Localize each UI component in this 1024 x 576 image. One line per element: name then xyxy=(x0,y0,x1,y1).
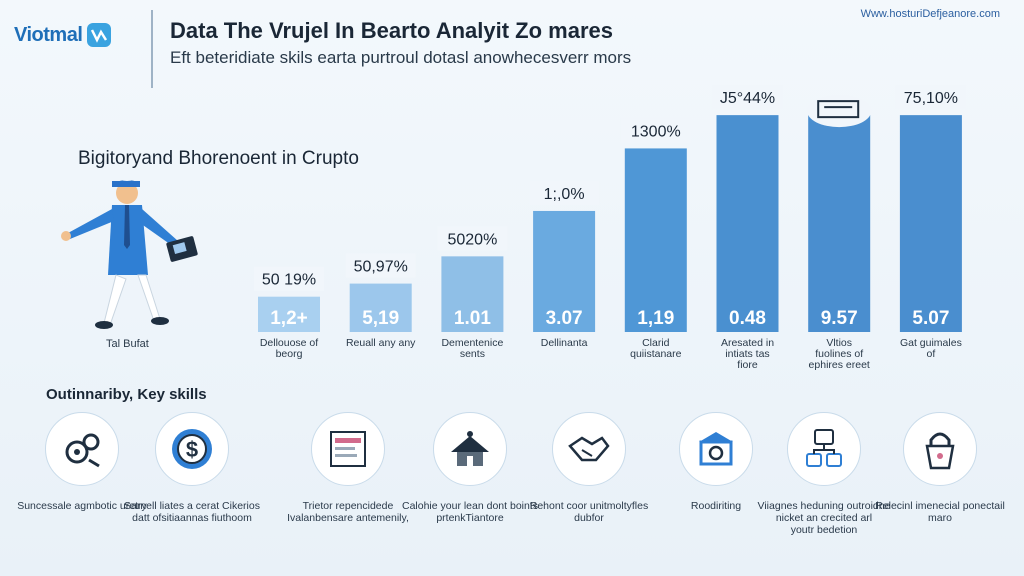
skill-icon-circle-2: $ xyxy=(155,412,229,486)
skill-label-6: Roodiriting xyxy=(690,500,742,512)
bar-inner-label-8: 5.07 xyxy=(912,308,949,329)
skill-label-7: Viiagnes heduning outroidne nicket an cr… xyxy=(757,500,891,536)
document-icon xyxy=(330,431,366,467)
lock-icon xyxy=(925,432,955,470)
bar-value-bg-3 xyxy=(437,226,508,251)
category-label-7: Vltios fuolines of ephires ereet xyxy=(809,337,870,371)
bar-4 xyxy=(533,210,596,332)
page-subtitle: Eft beteridiate skils earta purtroul dot… xyxy=(170,48,632,67)
bar-value-label-8: 75,10% xyxy=(904,90,958,107)
skill-label-2: Sarnell liates a cerat Cikerios datt ofs… xyxy=(124,500,260,524)
logo-mark-icon xyxy=(87,23,112,47)
figure-label: Tal Bufat xyxy=(106,338,149,350)
skills-heading: Outinnariby, Key skills xyxy=(46,386,207,403)
dollar-icon: $ xyxy=(172,429,212,469)
bar-6 xyxy=(716,115,779,332)
skill-label-4: Calohie your lean dont boints prtenkTian… xyxy=(401,500,538,524)
page-title: Data The Vrujel In Bearto Analyit Zo mar… xyxy=(170,18,613,43)
skill-icon-circle-3 xyxy=(311,412,385,486)
bar-value-bg-1 xyxy=(254,266,324,291)
skill-icon-circle-1 xyxy=(45,412,119,486)
bar-value-label-3: 5020% xyxy=(447,231,497,248)
ticket-icon xyxy=(807,95,872,128)
bar-value-label-2: 50,97% xyxy=(354,259,408,276)
category-label-8: Gat guimales of xyxy=(900,337,962,360)
skill-icon-circle-4 xyxy=(433,412,507,486)
skill-label-1: Suncessale agmbotic uretry xyxy=(17,500,147,512)
gears-icon xyxy=(65,433,100,468)
bar-8 xyxy=(899,115,962,332)
category-label-3: Dementenice sents xyxy=(441,337,503,360)
skill-label-8: Relecinl imenecial ponectail maro xyxy=(875,500,1005,524)
logo-text: Viotmal xyxy=(14,23,83,46)
bar-5 xyxy=(624,148,687,332)
skill-icon-circle-8 xyxy=(903,412,977,486)
chart-title: Bigitoryand Bhorenoent in Crupto xyxy=(78,148,359,169)
bar-inner-label-1: 1,2+ xyxy=(270,308,308,329)
bar-7 xyxy=(808,115,871,332)
skill-icon-circle-5 xyxy=(552,412,626,486)
bar-value-label-4: 1;,0% xyxy=(544,186,585,203)
site-url[interactable]: Www.hosturiDefjeanore.com xyxy=(860,8,1000,20)
bar-inner-label-5: 1,19 xyxy=(637,308,674,329)
skill-label-3: Trietor repencidede Ivalanbensare anteme… xyxy=(287,500,409,524)
bar-inner-label-4: 3.07 xyxy=(546,308,583,329)
bar-value-bg-8 xyxy=(895,85,966,110)
handshake-icon xyxy=(568,436,610,462)
bar-inner-label-7: 9.57 xyxy=(821,308,858,329)
svg-text:$: $ xyxy=(186,437,198,462)
bar-value-label-5: 1300% xyxy=(631,123,681,140)
header-divider xyxy=(151,10,153,88)
bar-value-bg-4 xyxy=(529,180,600,205)
network-icon xyxy=(806,429,842,467)
skill-icon-circle-7 xyxy=(787,412,861,486)
bar-value-bg-2 xyxy=(345,253,416,278)
businessman-illustration xyxy=(61,180,198,329)
bar-inner-label-2: 5,19 xyxy=(362,308,399,329)
skill-label-5: Rehont coor unitmoltyfles dubfor xyxy=(529,500,649,524)
building-icon xyxy=(451,431,489,466)
bar-3 xyxy=(441,256,504,332)
logo: Viotmal xyxy=(14,22,112,48)
category-label-6: Aresated in intiats tas fiore xyxy=(721,337,774,371)
bar-inner-label-3: 1.01 xyxy=(454,308,491,329)
category-label-1: Dellouose of beorg xyxy=(260,337,318,360)
bank-icon xyxy=(699,432,733,466)
bar-2 xyxy=(349,283,412,332)
bar-value-bg-6 xyxy=(712,85,783,110)
category-label-4: Dellinanta xyxy=(541,337,588,349)
bar-1 xyxy=(258,296,320,332)
bar-inner-label-6: 0.48 xyxy=(729,308,766,329)
bar-value-label-6: J5°44% xyxy=(720,90,775,107)
category-label-2: Reuall any any xyxy=(346,337,416,349)
bar-value-label-1: 50 19% xyxy=(262,272,316,289)
bar-value-bg-5 xyxy=(620,118,691,143)
category-label-5: Clarid quiistanare xyxy=(630,337,682,360)
skill-icon-circle-6 xyxy=(679,412,753,486)
